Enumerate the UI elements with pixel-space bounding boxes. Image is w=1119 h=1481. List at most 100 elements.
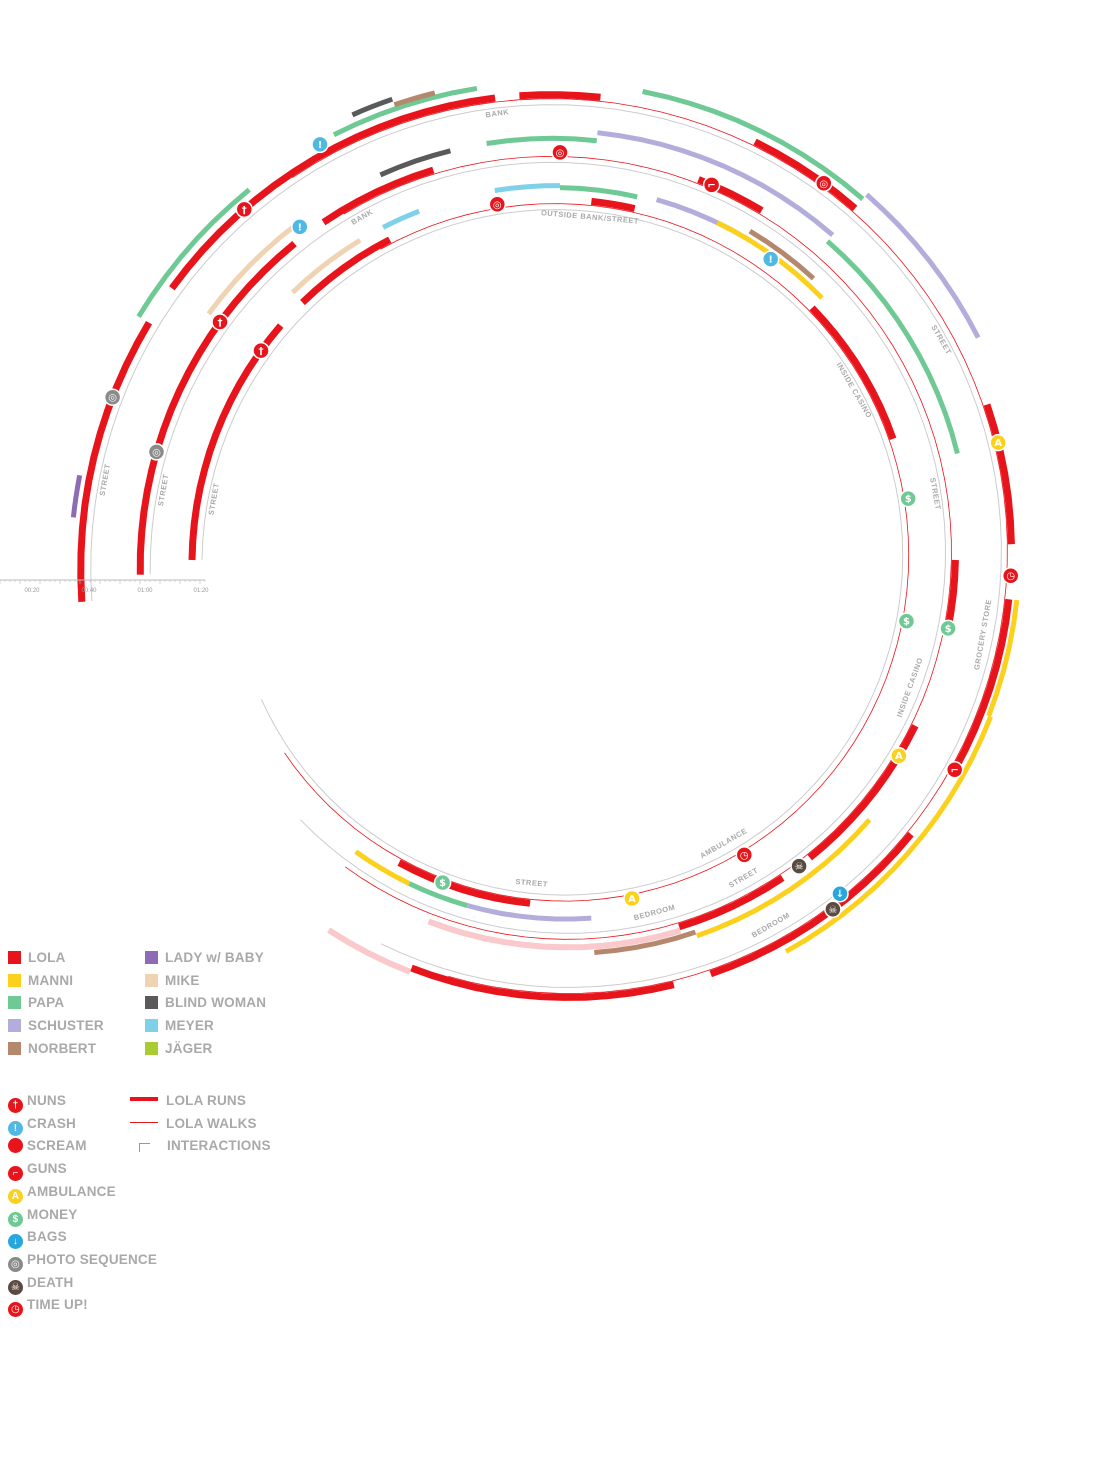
- photo-sequence-icon: ◎: [103, 388, 122, 406]
- legend-character: MEYER: [145, 1018, 214, 1033]
- location-label: STREET: [156, 473, 171, 507]
- time-axis-tick-label: 01:00: [137, 588, 153, 594]
- legend-line-type: INTERACTIONS: [130, 1138, 271, 1153]
- ambulance-icon: A: [890, 746, 908, 765]
- legend-event: ! CRASH: [8, 1116, 76, 1136]
- money-icon-circle: [939, 619, 957, 638]
- target-icon-circle: [551, 143, 569, 162]
- track-manni: [784, 715, 993, 954]
- photo-sequence-icon: ◎: [147, 443, 166, 461]
- legend-swatch: [145, 973, 158, 987]
- lola-run-1-segment: [519, 91, 601, 101]
- legend-character-label: BLIND WOMAN: [165, 995, 267, 1011]
- time-axis-tick-label: 01:20: [193, 588, 209, 594]
- track-schuster: [597, 130, 835, 238]
- legend-event: ☠ DEATH: [8, 1275, 74, 1295]
- thin-line-icon: [130, 1121, 158, 1123]
- stopwatch-icon: ◷: [735, 846, 754, 864]
- stopwatch-icon-circle: [1001, 566, 1020, 585]
- target-icon: ◎: [488, 195, 507, 214]
- bags-icon-glyph: ↓: [836, 889, 844, 900]
- legend-event: $ MONEY: [8, 1207, 78, 1227]
- location-label: BANK: [485, 107, 510, 119]
- legend-line-type: LOLA WALKS: [130, 1116, 257, 1131]
- exclamation-icon-glyph: !: [318, 140, 323, 151]
- legend-character-label: MIKE: [165, 972, 200, 988]
- legend-character-label: NORBERT: [28, 1040, 97, 1056]
- exclamation-icon: !: [761, 250, 780, 268]
- legend-character: MANNI: [8, 973, 73, 988]
- money-icon: $: [939, 619, 957, 638]
- guide-lines: [90, 98, 1008, 994]
- bags-icon-circle: [831, 884, 849, 903]
- track-manni: [695, 818, 872, 939]
- cross-icon: †: [211, 313, 229, 331]
- legend-event: ◎ PHOTO SEQUENCE: [8, 1252, 157, 1272]
- track-blind_woman: [351, 96, 394, 118]
- legend-swatch: [8, 1041, 21, 1055]
- lola-run-1-segment: [77, 320, 153, 602]
- money-icon: $: [433, 873, 452, 892]
- lola-run-2-segment: [321, 166, 435, 226]
- track-meyer: [494, 183, 561, 193]
- legend-event-label: SCREAM: [27, 1138, 87, 1154]
- location-label: STREET: [515, 877, 548, 889]
- target-icon: ◎: [815, 174, 833, 193]
- legend-line-type-label: INTERACTIONS: [167, 1138, 271, 1154]
- skull-icon-circle: [790, 857, 808, 875]
- target-icon: [8, 1138, 23, 1154]
- legend-event-label: GUNS: [27, 1161, 67, 1177]
- legend-event: ↓ BAGS: [8, 1229, 67, 1250]
- lola-run-3-segment: [188, 323, 284, 561]
- money-icon: $: [8, 1211, 23, 1227]
- legend-event-label: BAGS: [27, 1229, 67, 1245]
- time-axis-tick-label: 00:40: [81, 588, 97, 594]
- legend-swatch: [8, 996, 21, 1010]
- track-papa: [825, 239, 960, 455]
- gun-icon-circle: [702, 176, 721, 194]
- target-icon-glyph: ◎: [556, 148, 565, 159]
- legend-character: JÄGER: [145, 1041, 213, 1056]
- legend-character-label: PAPA: [28, 995, 65, 1011]
- legend-event-label: DEATH: [27, 1274, 74, 1290]
- lola-run-1-segment: [951, 598, 1013, 772]
- run-2-guide-line: [149, 161, 946, 934]
- exclamation-icon: !: [311, 135, 329, 154]
- event-icons: ◎ †! ◎ A ◷ ⌐ ☠ ↓ ◎ †! ◎ ⌐ $ A ☠ † ◎! $ $ ◷ A $: [103, 135, 1020, 919]
- money-icon-glyph: $: [905, 494, 912, 505]
- ambulance-icon-circle: [890, 746, 908, 765]
- track-mike: [206, 221, 299, 316]
- cross-icon-circle: [252, 341, 270, 360]
- bedroom-bar: [427, 918, 682, 951]
- cross-icon: †: [8, 1098, 23, 1113]
- ambulance-icon: A: [8, 1188, 23, 1204]
- gun-icon: ⌐: [945, 761, 964, 779]
- legend-swatch: [145, 1041, 158, 1055]
- location-label: INSIDE CASINO: [895, 656, 925, 718]
- lola-run-3-segment: [590, 197, 636, 212]
- bedroom-bar: [327, 927, 412, 975]
- exclamation-icon: !: [291, 218, 309, 236]
- legend-character: SCHUSTER: [8, 1018, 104, 1033]
- ambulance-icon-glyph: A: [628, 894, 636, 905]
- legend-character-label: SCHUSTER: [28, 1018, 104, 1034]
- stopwatch-icon: ◷: [8, 1302, 23, 1318]
- legend-character: NORBERT: [8, 1041, 96, 1056]
- time-axis: 00:20 00:40 01:00 01:20: [0, 579, 209, 594]
- legend-character-label: LADY w/ BABY: [165, 950, 264, 965]
- location-label: STREET: [98, 463, 113, 497]
- ambulance-icon-circle: [623, 889, 641, 908]
- run-3-walk-line: [284, 203, 910, 902]
- track-norbert: [748, 228, 816, 281]
- bags-icon: ↓: [831, 884, 849, 903]
- gun-icon-circle: [945, 761, 964, 779]
- ambulance-icon-circle: [989, 433, 1007, 452]
- track-papa: [136, 187, 251, 319]
- legend-swatch: [8, 1019, 21, 1033]
- money-icon-glyph: $: [903, 617, 910, 628]
- location-label: GROCERY STORE: [972, 598, 993, 670]
- legend-swatch: [145, 1019, 158, 1033]
- location-label: BEDROOM: [750, 910, 791, 939]
- track-norbert: [393, 90, 436, 108]
